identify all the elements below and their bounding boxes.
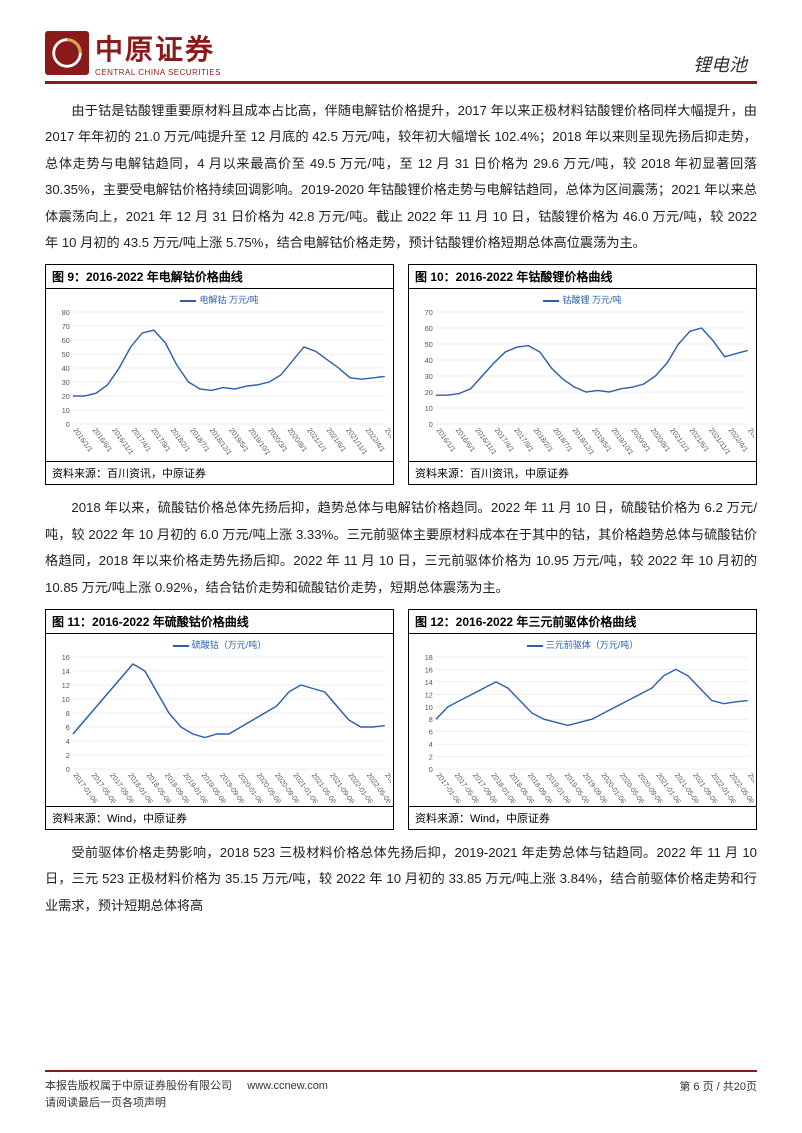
page-header: 中原证券 CENTRAL CHINA SECURITIES 锂电池 bbox=[45, 28, 757, 84]
figure-9-chart: 电解钴 万元/吨 010203040506070802016/1/12016/6… bbox=[46, 289, 393, 461]
svg-text:14: 14 bbox=[425, 679, 433, 687]
svg-text:60: 60 bbox=[62, 338, 70, 346]
svg-text:70: 70 bbox=[425, 310, 433, 318]
svg-text:10: 10 bbox=[62, 696, 70, 704]
svg-text:4: 4 bbox=[66, 738, 70, 746]
fig10-legend: 钴酸锂 万元/吨 bbox=[562, 295, 621, 305]
fig12-legend: 三元前驱体（万元/吨） bbox=[546, 640, 639, 650]
logo-cn-text: 中原证券 bbox=[95, 28, 221, 68]
figure-12-source: 资料来源：Wind，中原证券 bbox=[409, 806, 756, 829]
figure-12-chart: 三元前驱体（万元/吨） 0246810121416182017-01-06201… bbox=[409, 634, 756, 806]
svg-text:0: 0 bbox=[429, 766, 433, 774]
footer-copyright: 本报告版权属于中原证券股份有限公司 bbox=[45, 1080, 232, 1092]
svg-text:0: 0 bbox=[66, 766, 70, 774]
svg-text:8: 8 bbox=[429, 716, 433, 724]
svg-text:70: 70 bbox=[62, 324, 70, 332]
figure-11-title: 图 11：2016-2022 年硫酸钴价格曲线 bbox=[46, 610, 393, 634]
svg-text:50: 50 bbox=[62, 352, 70, 360]
svg-text:6: 6 bbox=[66, 724, 70, 732]
logo-en-text: CENTRAL CHINA SECURITIES bbox=[95, 68, 221, 77]
svg-text:2: 2 bbox=[66, 752, 70, 760]
figure-12-title: 图 12：2016-2022 年三元前驱体价格曲线 bbox=[409, 610, 756, 634]
figure-11-chart: 硫酸钴（万元/吨） 02468101214162017-01-062017-05… bbox=[46, 634, 393, 806]
figure-11-source: 资料来源：Wind，中原证券 bbox=[46, 806, 393, 829]
svg-text:10: 10 bbox=[425, 704, 433, 712]
figure-9-source: 资料来源：百川资讯，中原证券 bbox=[46, 461, 393, 484]
logo: 中原证券 CENTRAL CHINA SECURITIES bbox=[45, 28, 221, 77]
svg-text:10: 10 bbox=[62, 408, 70, 416]
figure-9-title: 图 9：2016-2022 年电解钴价格曲线 bbox=[46, 265, 393, 289]
svg-text:18: 18 bbox=[425, 654, 433, 662]
paragraph-2: 2018 年以来，硫酸钴价格总体先扬后抑，趋势总体与电解钴价格趋同。2022 年… bbox=[45, 495, 757, 601]
figure-12: 图 12：2016-2022 年三元前驱体价格曲线 三元前驱体（万元/吨） 0 2… bbox=[408, 609, 757, 830]
figure-11: 图 11：2016-2022 年硫酸钴价格曲线 硫酸钴（万元/吨） 0 2 4 6 8 1… bbox=[45, 609, 394, 830]
svg-text:8: 8 bbox=[66, 710, 70, 718]
fig9-legend: 电解钴 万元/吨 bbox=[199, 295, 258, 305]
doc-category: 锂电池 bbox=[693, 51, 747, 77]
logo-icon bbox=[45, 31, 89, 75]
paragraph-1: 由于钴是钴酸锂重要原材料且成本占比高，伴随电解钴价格提升，2017 年以来正极材… bbox=[45, 98, 757, 256]
svg-text:20: 20 bbox=[425, 390, 433, 398]
figure-10-source: 资料来源：百川资讯，中原证券 bbox=[409, 461, 756, 484]
svg-text:12: 12 bbox=[425, 692, 433, 700]
svg-text:16: 16 bbox=[62, 654, 70, 662]
svg-text:6: 6 bbox=[429, 729, 433, 737]
svg-text:2: 2 bbox=[429, 754, 433, 762]
svg-text:50: 50 bbox=[425, 342, 433, 350]
footer-disclaimer: 请阅读最后一页各项声明 bbox=[45, 1097, 166, 1109]
svg-text:30: 30 bbox=[425, 374, 433, 382]
figure-10: 图 10：2016-2022 年钴酸锂价格曲线 钴酸锂 万元/吨 0 10 20 30… bbox=[408, 264, 757, 485]
footer-url: www.ccnew.com bbox=[247, 1080, 328, 1092]
svg-text:20: 20 bbox=[62, 394, 70, 402]
figure-10-title: 图 10：2016-2022 年钴酸锂价格曲线 bbox=[409, 265, 756, 289]
svg-text:40: 40 bbox=[62, 366, 70, 374]
figure-row-2: 图 11：2016-2022 年硫酸钴价格曲线 硫酸钴（万元/吨） 0 2 4 6 8 1… bbox=[45, 609, 757, 830]
figure-9: 图 9：2016-2022 年电解钴价格曲线 电解钴 万元/吨 0 10 20 30 4… bbox=[45, 264, 394, 485]
svg-text:60: 60 bbox=[425, 326, 433, 334]
figure-row-1: 图 9：2016-2022 年电解钴价格曲线 电解钴 万元/吨 0 10 20 30 4… bbox=[45, 264, 757, 485]
svg-text:12: 12 bbox=[62, 682, 70, 690]
svg-text:16: 16 bbox=[425, 667, 433, 675]
svg-text:30: 30 bbox=[62, 380, 70, 388]
figure-10-chart: 钴酸锂 万元/吨 0102030405060702016/1/12016/6/1… bbox=[409, 289, 756, 461]
svg-text:40: 40 bbox=[425, 358, 433, 366]
page-footer: 本报告版权属于中原证券股份有限公司 www.ccnew.com 请阅读最后一页各… bbox=[45, 1070, 757, 1113]
paragraph-3: 受前驱体价格走势影响，2018 523 三极材料价格总体先扬后抑，2019-20… bbox=[45, 840, 757, 919]
svg-text:14: 14 bbox=[62, 668, 70, 676]
svg-text:80: 80 bbox=[62, 310, 70, 318]
svg-text:4: 4 bbox=[429, 741, 433, 749]
footer-pager: 第 6 页 / 共20页 bbox=[679, 1078, 757, 1113]
svg-text:0: 0 bbox=[66, 422, 70, 430]
svg-text:10: 10 bbox=[425, 406, 433, 414]
svg-text:0: 0 bbox=[429, 422, 433, 430]
fig11-legend: 硫酸钴（万元/吨） bbox=[192, 640, 267, 650]
